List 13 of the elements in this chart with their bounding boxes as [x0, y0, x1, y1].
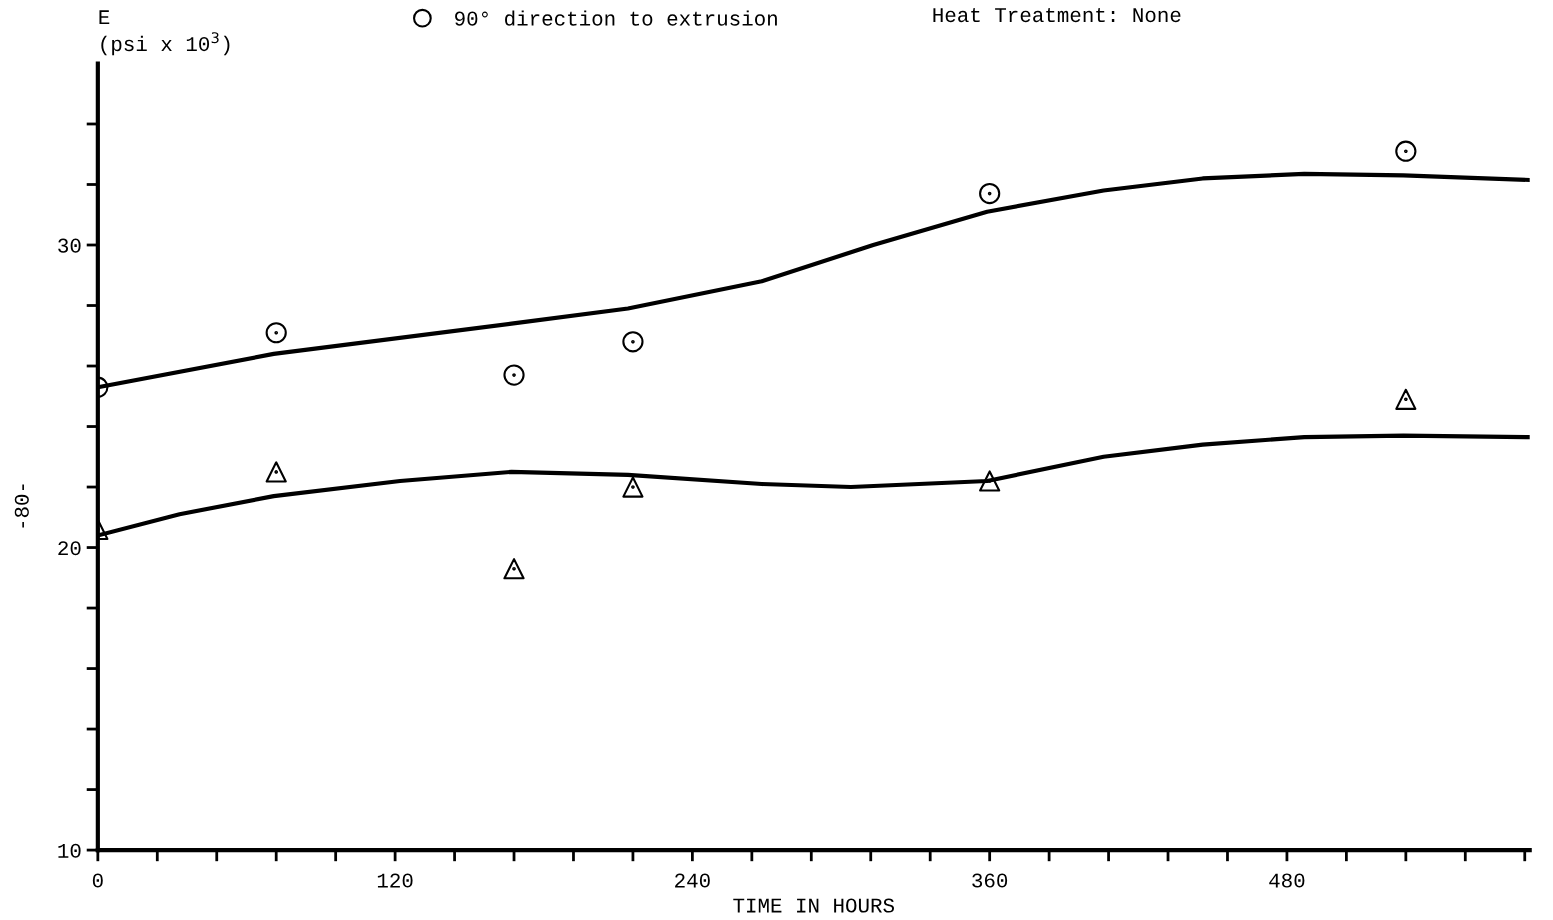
x-tick-label: 360 — [972, 873, 1008, 888]
x-tick-label: 240 — [675, 873, 710, 888]
legend-label: 90° direction to extrusion — [455, 10, 777, 26]
x-tick-label: 120 — [377, 873, 413, 888]
text: Heat Treatment: None — [933, 8, 1181, 23]
y-axis-title: E (psi x 10$^{3}$) — [99, 10, 230, 56]
text: -80- — [14, 484, 29, 528]
x-tick-label: 480 — [1269, 873, 1305, 888]
y-tick-label: 20 — [58, 541, 81, 556]
x-tick-label: 0 — [92, 873, 103, 888]
x-axis-title: TIME IN HOURS — [733, 898, 894, 913]
y-tick-label: 10 — [58, 843, 81, 858]
y-tick-label: 30 — [58, 238, 81, 253]
